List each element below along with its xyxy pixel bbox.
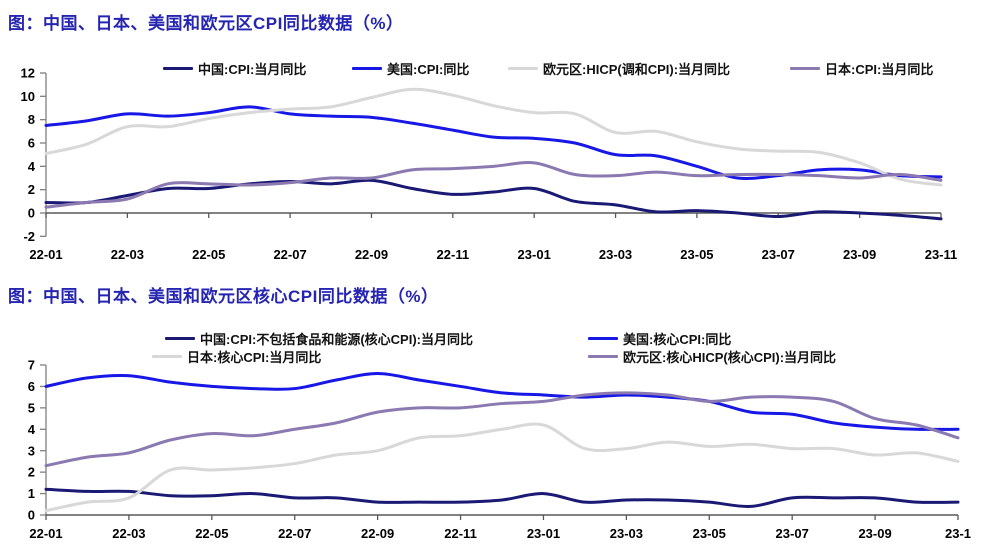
series-line-2 [44, 87, 943, 187]
legend-line-swatch [165, 337, 195, 340]
legend-label: 美国:核心CPI:同比 [623, 332, 732, 347]
x-tick-label: 22-03 [112, 526, 145, 541]
y-tick-label: 7 [28, 358, 35, 373]
x-tick-label: 22-11 [437, 247, 470, 262]
legend-item: 中国:CPI:当月同比 [163, 59, 306, 78]
x-tick-label: 23-01 [527, 526, 560, 541]
legend-label: 美国:CPI:同比 [387, 62, 470, 77]
x-tick-label: 22-03 [111, 247, 144, 262]
y-tick-label: 6 [28, 136, 35, 151]
legend-label: 中国:CPI:不包括食品和能源(核心CPI):当月同比 [200, 332, 473, 347]
x-tick-label: 23-07 [776, 526, 809, 541]
x-tick-label: 23-05 [680, 247, 713, 262]
y-tick-label: 4 [28, 159, 36, 174]
x-tick-label: 23-1 [945, 526, 971, 541]
legend-line-swatch [163, 67, 193, 70]
y-tick-label: 3 [28, 443, 35, 458]
x-tick-label: 23-03 [610, 526, 643, 541]
y-tick-label: 5 [28, 400, 35, 415]
x-tick-label: 23-09 [843, 247, 876, 262]
legend-item: 美国:CPI:同比 [352, 59, 469, 78]
x-tick-label: 22-01 [29, 526, 62, 541]
x-tick-label: 23-03 [599, 247, 632, 262]
legend-item: 美国:核心CPI:同比 [588, 329, 731, 348]
x-tick-label: 22-07 [273, 247, 306, 262]
legend-label: 欧元区:核心HICP(核心CPI):当月同比 [623, 350, 837, 365]
x-tick-label: 23-05 [693, 526, 726, 541]
series-line-2 [44, 422, 960, 513]
legend-item: 日本:CPI:当月同比 [790, 59, 933, 78]
legend-label: 日本:核心CPI:当月同比 [187, 350, 322, 365]
chart1-title: 图：中国、日本、美国和欧元区CPI同比数据（%） [8, 14, 404, 33]
legend-line-swatch [508, 67, 538, 70]
y-tick-label: 12 [21, 66, 35, 81]
legend-line-swatch [588, 337, 618, 340]
legend-line-swatch [152, 355, 182, 358]
chart2-title: 图：中国、日本、美国和欧元区核心CPI同比数据（%） [8, 287, 439, 306]
series-line-3 [44, 161, 943, 209]
x-tick-label: 22-05 [192, 247, 225, 262]
series-line-0 [44, 178, 943, 221]
x-tick-label: 23-11 [925, 247, 958, 262]
chart2-legend: 中国:CPI:不包括食品和能源(核心CPI):当月同比 美国:核心CPI:同比日本… [0, 328, 997, 366]
legend-item: 欧元区:核心HICP(核心CPI):当月同比 [588, 347, 836, 366]
legend-line-swatch [352, 67, 382, 70]
x-tick-label: 22-09 [361, 526, 394, 541]
y-tick-label: 2 [28, 182, 35, 197]
legend-item: 日本:核心CPI:当月同比 [152, 347, 321, 366]
chart1-plot: -2 0 2 4 6 8 10 12 22-01 22-03 22-05 22-07 22-09 22-1… [21, 66, 958, 262]
legend-item: 中国:CPI:不包括食品和能源(核心CPI):当月同比 [165, 329, 473, 348]
x-tick-label: 23-01 [518, 247, 551, 262]
series-line-3 [44, 391, 960, 468]
x-tick-label: 22-11 [444, 526, 477, 541]
y-tick-label: 0 [28, 206, 35, 221]
y-tick-label: 2 [28, 465, 35, 480]
series-line-0 [44, 487, 960, 508]
legend-label: 中国:CPI:当月同比 [198, 62, 307, 77]
legend-line-swatch [588, 355, 618, 358]
y-tick-label: 8 [28, 112, 35, 127]
chart2-plot: 0 1 2 3 4 5 6 7 22-01 22-03 22-05 22-07 22-09 22-11 23… [28, 358, 971, 541]
y-tick-label: 6 [28, 379, 35, 394]
y-tick-label: 0 [28, 508, 35, 523]
legend-item: 欧元区:HICP(调和CPI):当月同比 [508, 59, 730, 78]
x-tick-label: 22-07 [278, 526, 311, 541]
x-tick-label: 22-05 [195, 526, 228, 541]
x-tick-label: 22-09 [355, 247, 388, 262]
legend-label: 日本:CPI:当月同比 [825, 62, 934, 77]
series-line-1 [44, 372, 960, 431]
x-tick-label: 23-09 [858, 526, 891, 541]
x-tick-label: 22-01 [29, 247, 62, 262]
y-tick-label: 4 [28, 422, 36, 437]
legend-label: 欧元区:HICP(调和CPI):当月同比 [543, 62, 731, 77]
x-tick-label: 23-07 [762, 247, 795, 262]
legend-line-swatch [790, 67, 820, 70]
y-tick-label: 10 [21, 89, 35, 104]
y-tick-label: -2 [23, 229, 35, 244]
chart1-legend: 中国:CPI:当月同比 美国:CPI:同比 欧元区:HICP(调和CPI):当月同比… [0, 58, 997, 78]
y-tick-label: 1 [28, 486, 35, 501]
